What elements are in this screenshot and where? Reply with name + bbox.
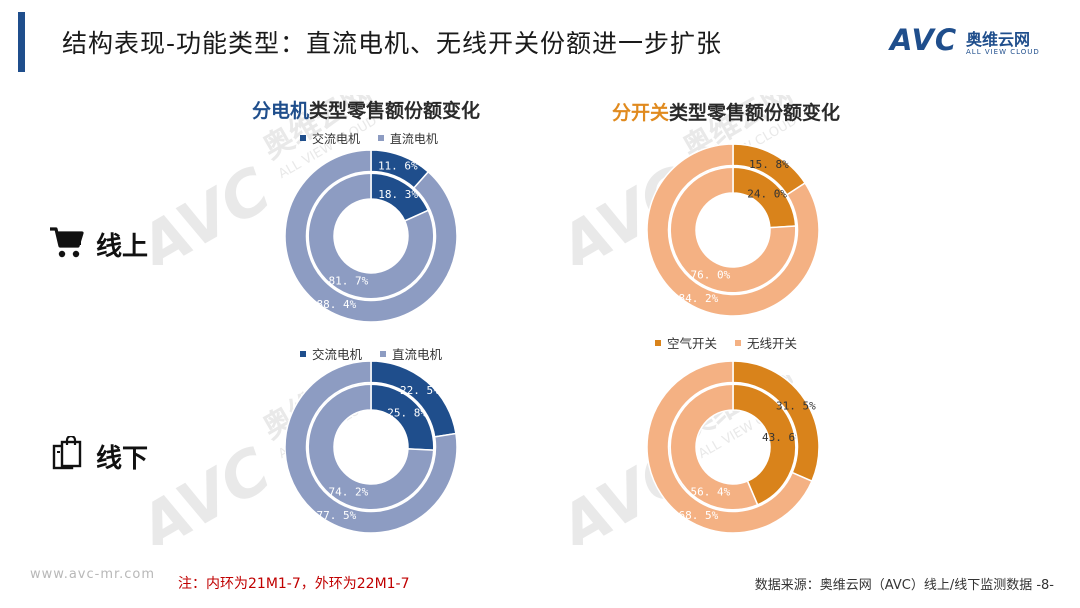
outer-value-label: 31. 5% [776, 400, 816, 413]
outer-value-label: 11. 6% [378, 160, 418, 173]
outer-slice-second [285, 150, 457, 322]
outer-value-label: 68. 5% [678, 509, 718, 522]
inner-value-label: 81. 7% [328, 274, 368, 287]
legend-swatch-wireless [735, 339, 741, 346]
inner-slice-second [669, 383, 759, 511]
inner-slice-first [732, 383, 797, 506]
motor-online-donut: 18. 3% 81. 7% 11. 6% 88. 4% [285, 150, 457, 322]
switch-online-donut: 24. 0% 76. 0% 15. 8% 84. 2% [647, 144, 819, 316]
data-source: 数据来源：奥维云网（AVC）线上/线下监测数据 -8- [754, 578, 1054, 593]
outer-slice-second [647, 361, 813, 533]
donut-svg: 24. 0% 76. 0% 15. 8% 84. 2% [647, 144, 819, 316]
legend-item-ac-motor: 交流电机 [300, 130, 360, 147]
outer-value-label: 84. 2% [678, 292, 718, 305]
motor-chart-title: 分电机类型零售额份额变化 [252, 96, 480, 123]
shopping-cart-icon [50, 227, 84, 258]
switch-title-highlight: 分开关 [612, 102, 670, 124]
inner-slice-second [307, 172, 435, 300]
switch-offline-legend: 空气开关 无线开关 [655, 333, 811, 352]
inner-value-label: 56. 4% [690, 485, 730, 498]
channel-label-online: 线上 [96, 232, 149, 262]
donut-svg: 18. 3% 81. 7% 11. 6% 88. 4% [285, 150, 457, 322]
switch-title-rest: 类型零售额份额变化 [669, 102, 841, 124]
inner-value-label: 18. 3% [378, 188, 418, 201]
legend-item-air-switch: 空气开关 [655, 333, 717, 352]
outer-slice-second [285, 361, 457, 533]
legend-swatch-ac [300, 134, 306, 141]
motor-online-legend: 交流电机 直流电机 [300, 130, 452, 147]
avc-logo: AVC 奥维云网 ALL VIEW CLOUD [890, 24, 1060, 64]
motor-title-highlight: 分电机 [252, 100, 310, 122]
inner-value-label: 25. 8% [387, 407, 427, 420]
legend-swatch-ac [300, 350, 306, 357]
motor-title-rest: 类型零售额份额变化 [309, 100, 481, 122]
inner-slice-second [307, 383, 435, 511]
inner-value-label: 24. 0% [747, 188, 787, 201]
page-title: 结构表现-功能类型：直流电机、无线开关份额进一步扩张 [62, 29, 723, 58]
legend-item-wireless-switch: 无线开关 [735, 333, 797, 352]
legend-item-ac-motor: 交流电机 [300, 344, 362, 363]
legend-item-dc-motor: 直流电机 [380, 344, 442, 363]
inner-value-label: 76. 0% [690, 268, 730, 281]
legend-swatch-dc [380, 350, 386, 357]
outer-value-label: 77. 5% [316, 509, 356, 522]
ring-note: 注：内环为21M1-7，外环为22M1-7 [178, 576, 410, 592]
website-url: www.avc-mr.com [30, 567, 156, 582]
motor-offline-legend: 交流电机 直流电机 [300, 344, 456, 363]
outer-value-label: 22. 5% [400, 384, 440, 397]
title-accent-bar [18, 12, 25, 72]
logo-wordmark: AVC [890, 23, 958, 57]
outer-value-label: 88. 4% [316, 298, 356, 311]
logo-cn-text: 奥维云网 [966, 30, 1031, 49]
channel-label-offline: 线下 [96, 444, 149, 474]
legend-swatch-air [655, 339, 661, 346]
shopping-bag-icon [52, 436, 82, 470]
outer-slice-second [647, 144, 819, 316]
legend-item-dc-motor: 直流电机 [377, 130, 438, 147]
motor-offline-donut: 25. 8% 74. 2% 22. 5% 77. 5% [285, 361, 457, 533]
inner-value-label: 74. 2% [328, 485, 368, 498]
logo-subtitle: ALL VIEW CLOUD [966, 48, 1040, 56]
inner-value-label: 43. 6% [762, 431, 802, 444]
donut-svg: 25. 8% 74. 2% 22. 5% 77. 5% [285, 361, 457, 533]
legend-swatch-dc [377, 134, 384, 141]
switch-chart-title: 分开关类型零售额份额变化 [612, 98, 840, 125]
switch-offline-donut: 43. 6% 56. 4% 31. 5% 68. 5% [647, 361, 819, 533]
outer-value-label: 15. 8% [749, 158, 789, 171]
donut-svg: 43. 6% 56. 4% 31. 5% 68. 5% [647, 361, 819, 533]
inner-slice-second [669, 166, 797, 294]
